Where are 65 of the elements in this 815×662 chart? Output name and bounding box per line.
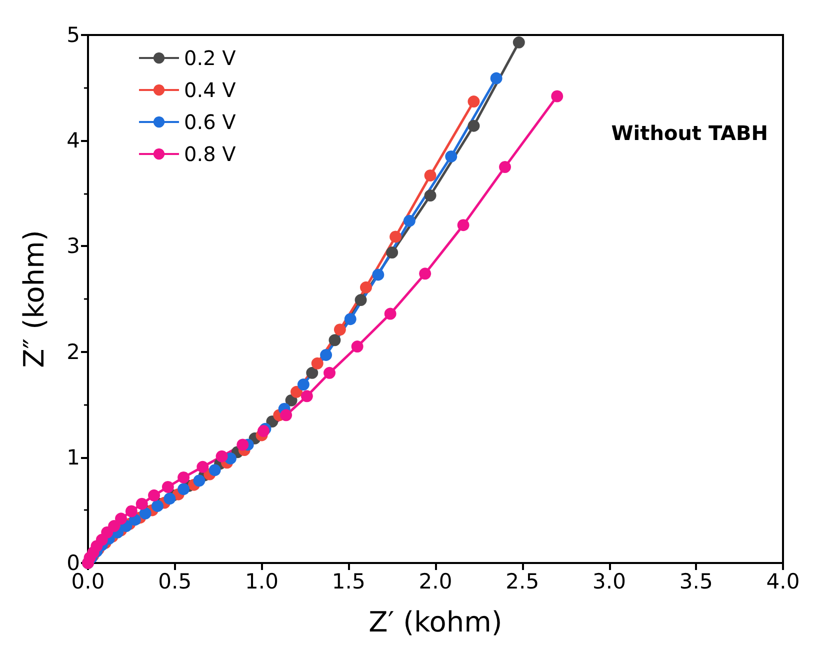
y-tick-label: 4 — [66, 128, 80, 153]
point — [290, 386, 302, 398]
point — [351, 340, 364, 353]
point — [499, 161, 511, 173]
point — [386, 246, 398, 259]
point — [328, 334, 341, 346]
point — [320, 348, 332, 361]
point — [193, 474, 206, 487]
point — [324, 366, 336, 379]
legend-label: 0.2 V — [184, 46, 236, 70]
point — [424, 169, 436, 182]
point — [297, 378, 310, 391]
point — [208, 464, 221, 476]
point — [136, 498, 148, 510]
point — [258, 425, 270, 437]
point — [108, 520, 120, 532]
point — [551, 90, 564, 102]
point — [216, 450, 228, 462]
legend-label: 0.8 V — [184, 142, 236, 166]
point — [360, 281, 372, 294]
legend-label: 0.6 V — [184, 110, 236, 134]
point — [390, 230, 402, 243]
x-tick-label: 3.5 — [679, 570, 713, 594]
point — [457, 219, 470, 232]
point — [280, 409, 292, 422]
point — [354, 294, 367, 306]
point — [196, 460, 209, 473]
y-tick-label: 2 — [66, 340, 80, 364]
annotation: Without TABH — [611, 121, 768, 145]
point — [162, 480, 174, 493]
y-tick-label: 3 — [66, 234, 80, 258]
point — [490, 72, 502, 84]
x-tick-label: 3.0 — [592, 570, 626, 594]
x-tick-label: 2.0 — [418, 570, 452, 594]
y-tick-label: 1 — [66, 445, 80, 470]
point — [344, 313, 356, 326]
point — [512, 36, 525, 48]
legend-label: 0.4 V — [184, 78, 236, 102]
x-axis-title: Z′ (kohm) — [368, 606, 502, 638]
point — [178, 471, 190, 484]
y-axis-title: Z″ (kohm) — [18, 230, 50, 368]
x-tick-label: 1.5 — [332, 570, 366, 594]
x-tick-label: 0.5 — [158, 570, 192, 594]
point — [403, 214, 416, 227]
x-tick-label: 4.0 — [766, 570, 800, 594]
x-tick-label: 0.0 — [71, 570, 105, 594]
point — [300, 390, 313, 402]
x-tick-label: 1.0 — [245, 570, 278, 594]
point — [125, 505, 138, 518]
point — [236, 438, 249, 451]
point — [115, 512, 128, 525]
y-tick-label: 5 — [66, 23, 80, 47]
point — [424, 190, 436, 202]
point — [334, 324, 346, 336]
point — [445, 150, 458, 162]
point — [164, 492, 176, 505]
point — [311, 357, 324, 370]
x-tick-label: 2.5 — [506, 570, 540, 594]
point — [384, 308, 396, 320]
point — [468, 96, 480, 108]
point — [419, 268, 432, 280]
point — [306, 366, 318, 379]
point — [148, 489, 160, 502]
point — [372, 268, 384, 281]
point — [468, 120, 480, 132]
